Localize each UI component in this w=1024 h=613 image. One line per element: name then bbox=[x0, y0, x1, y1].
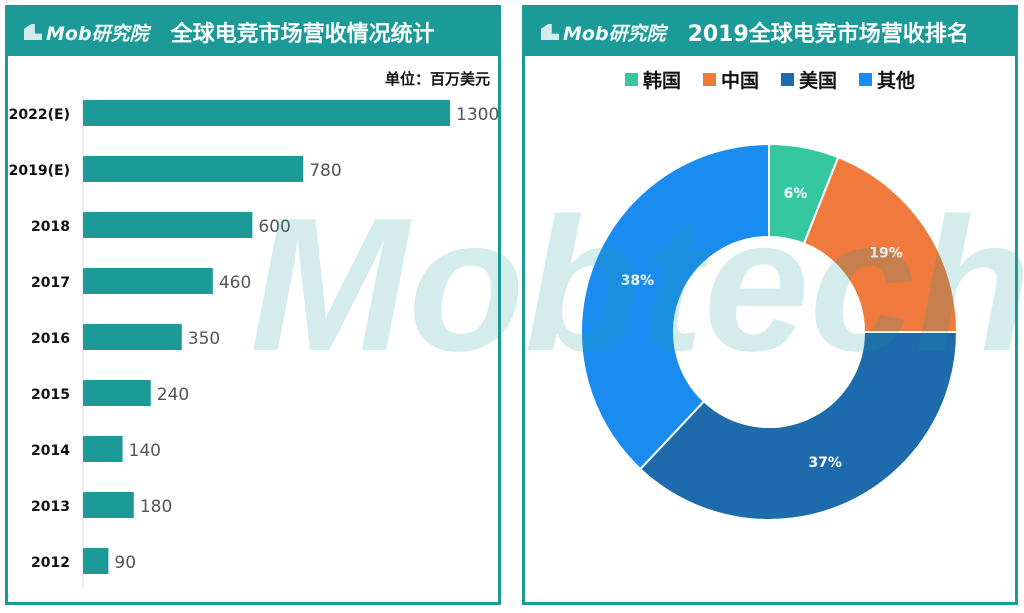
donut-slice bbox=[580, 142, 770, 471]
category-label: 2012 bbox=[31, 555, 70, 571]
slice-label: 6% bbox=[784, 186, 808, 202]
bar bbox=[83, 212, 253, 238]
bar bbox=[83, 324, 182, 350]
legend-label: 韩国 bbox=[642, 70, 681, 92]
donut-slice bbox=[802, 155, 959, 333]
slice-label: 38% bbox=[621, 273, 655, 289]
donut-panel: Mob研究院 2019全球电竞市场营收排名 韩国 中国 美国 其他 6% 19% 37% 3… bbox=[522, 5, 1018, 605]
logo: Mob研究院 bbox=[541, 19, 666, 46]
value-label: 600 bbox=[258, 217, 290, 237]
legend: 韩国 中国 美国 其他 bbox=[525, 66, 1015, 93]
legend-item: 韩国 bbox=[624, 66, 681, 93]
value-label: 350 bbox=[188, 329, 220, 349]
category-label: 2014 bbox=[31, 443, 70, 459]
donut-chart: 6% 19% 37% 38% bbox=[580, 142, 959, 521]
logo: Mob研究院 bbox=[24, 19, 149, 46]
category-label: 2013 bbox=[31, 499, 70, 515]
category-label: 2022(E) bbox=[9, 107, 70, 123]
category-label: 2019(E) bbox=[9, 163, 70, 179]
legend-swatch bbox=[859, 73, 873, 86]
bar bbox=[83, 436, 123, 462]
value-label: 90 bbox=[114, 553, 136, 573]
legend-label: 其他 bbox=[877, 70, 916, 92]
value-label: 180 bbox=[140, 497, 172, 517]
category-label: 2017 bbox=[31, 275, 70, 291]
bar-panel-header: Mob研究院 全球电竞市场营收情况统计 bbox=[8, 8, 498, 56]
value-label: 1300 bbox=[456, 105, 498, 125]
category-label: 2018 bbox=[31, 219, 70, 235]
legend-item: 中国 bbox=[702, 66, 759, 93]
slice-label: 19% bbox=[869, 245, 903, 261]
unit-label: 单位：百万美元 bbox=[384, 70, 490, 88]
legend-item: 其他 bbox=[859, 66, 915, 93]
logo-text: Mob研究院 bbox=[563, 22, 666, 45]
legend-swatch bbox=[781, 73, 794, 86]
category-label: 2016 bbox=[31, 331, 70, 347]
donut-chart-title: 2019全球电竞市场营收排名 bbox=[687, 22, 969, 47]
donut-slice bbox=[638, 331, 959, 521]
legend-label: 美国 bbox=[799, 70, 838, 92]
bar bbox=[83, 548, 109, 574]
bar bbox=[83, 100, 450, 126]
value-label: 240 bbox=[157, 385, 189, 405]
bar bbox=[83, 492, 134, 518]
bar-panel: Mob研究院 全球电竞市场营收情况统计 单位：百万美元 2022(E) 1300 2… bbox=[5, 5, 501, 605]
donut-panel-header: Mob研究院 2019全球电竞市场营收排名 bbox=[525, 8, 1015, 56]
value-label: 780 bbox=[309, 161, 341, 181]
bar bbox=[83, 268, 213, 294]
value-label: 140 bbox=[129, 441, 161, 461]
legend-swatch bbox=[624, 73, 638, 86]
value-label: 460 bbox=[219, 273, 251, 293]
category-label: 2015 bbox=[31, 387, 70, 403]
bar bbox=[83, 156, 304, 182]
bar-chart: 2022(E) 1300 2019(E) 780 2018 600 2017 460 2016 3… bbox=[9, 96, 498, 588]
legend-item: 美国 bbox=[781, 66, 837, 93]
bar bbox=[83, 380, 151, 406]
logo-text: Mob研究院 bbox=[46, 22, 149, 45]
bar-chart-title: 全球电竞市场营收情况统计 bbox=[170, 22, 435, 47]
legend-label: 中国 bbox=[720, 70, 759, 92]
slice-label: 37% bbox=[808, 455, 842, 471]
legend-swatch bbox=[702, 73, 716, 86]
